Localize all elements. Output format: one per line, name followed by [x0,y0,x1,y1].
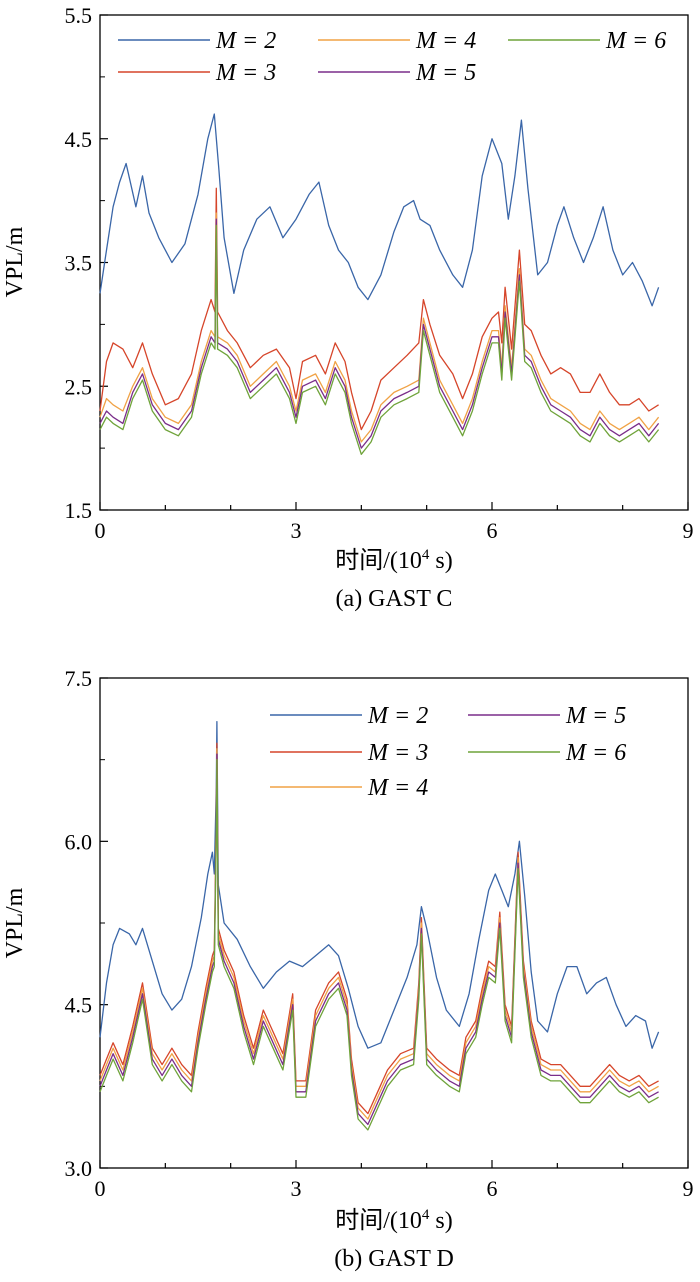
x-axis-label-a: 时间/(104 s) [335,547,453,574]
x-tick-labels-b: 0 3 6 9 [95,1176,694,1201]
x-axis-label-b: 时间/(104 s) [335,1207,453,1234]
x-tick-label: 0 [95,518,106,543]
legend-label: M = 2 [367,703,428,729]
legend-label: M = 5 [415,60,476,86]
series-line-m2 [99,720,660,1049]
x-tick-label: 0 [95,1176,106,1201]
y-axis-label-a: VPL/m [2,226,28,297]
legend-label: M = 5 [565,703,626,729]
legend-b: M = 2 M = 5 M = 3 M = 6 M = 4 [270,703,626,801]
y-tick-label: 4.5 [65,993,93,1018]
y-tick-label: 5.5 [65,3,93,28]
legend-label: M = 3 [215,60,276,86]
tick-marks-b [99,677,689,1169]
tick-marks-a [99,14,689,511]
x-tick-label: 9 [683,1176,694,1201]
y-axis-label-b: VPL/m [2,887,28,958]
series-line-m5 [99,753,659,1126]
legend-label: M = 4 [415,28,476,54]
y-tick-labels-a: 1.5 2.5 3.5 4.5 5.5 [65,3,93,523]
caption-a: (a) GAST C [336,586,453,612]
caption-b: (b) GAST D [334,1246,454,1272]
y-tick-label: 2.5 [65,374,93,399]
y-tick-label: 7.5 [65,666,93,691]
y-tick-label: 1.5 [65,498,93,523]
series-line-m3 [99,742,659,1115]
y-tick-label: 6.0 [65,829,93,854]
legend-label: M = 6 [605,28,666,54]
plot-frame-a [99,14,689,511]
series-line-m4 [99,748,659,1120]
series-line-m4 [99,212,660,443]
y-tick-labels-b: 3.0 4.5 6.0 7.5 [65,666,93,1181]
x-tick-label: 6 [487,518,498,543]
series-line-m2 [99,113,660,307]
y-tick-label: 3.0 [65,1156,93,1181]
legend-label: M = 4 [367,775,428,801]
y-tick-label: 3.5 [65,251,93,276]
x-tick-label: 9 [683,518,694,543]
x-tick-label: 3 [291,1176,302,1201]
series-line-m6 [99,224,660,455]
y-tick-label: 4.5 [65,127,93,152]
x-tick-label: 3 [291,518,302,543]
series-line-m5 [99,218,660,449]
x-tick-labels-a: 0 3 6 9 [95,518,694,543]
legend-label: M = 2 [215,28,276,54]
series-line-m3 [99,187,659,431]
series-line-m6 [99,759,659,1131]
legend-label: M = 6 [565,740,626,766]
series-lines-a [99,113,660,455]
series-lines-b [99,720,660,1131]
x-tick-label: 6 [487,1176,498,1201]
legend-a: M = 2 M = 4 M = 6 M = 3 M = 5 [118,28,666,86]
legend-label: M = 3 [367,740,428,766]
